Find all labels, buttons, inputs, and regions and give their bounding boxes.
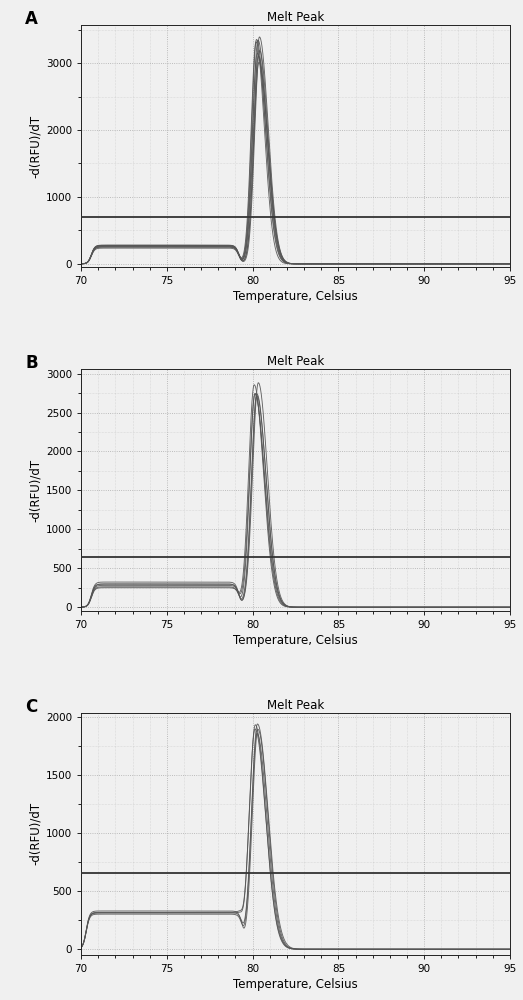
Title: Melt Peak: Melt Peak bbox=[267, 11, 324, 24]
X-axis label: Temperature, Celsius: Temperature, Celsius bbox=[233, 634, 358, 647]
X-axis label: Temperature, Celsius: Temperature, Celsius bbox=[233, 290, 358, 303]
Title: Melt Peak: Melt Peak bbox=[267, 355, 324, 368]
Title: Melt Peak: Melt Peak bbox=[267, 699, 324, 712]
Y-axis label: -d(RFU)/dT: -d(RFU)/dT bbox=[29, 458, 42, 522]
Y-axis label: -d(RFU)/dT: -d(RFU)/dT bbox=[29, 802, 42, 865]
Text: C: C bbox=[25, 698, 38, 716]
Text: B: B bbox=[25, 354, 38, 372]
Text: A: A bbox=[25, 10, 38, 28]
Y-axis label: -d(RFU)/dT: -d(RFU)/dT bbox=[29, 115, 42, 178]
X-axis label: Temperature, Celsius: Temperature, Celsius bbox=[233, 978, 358, 991]
